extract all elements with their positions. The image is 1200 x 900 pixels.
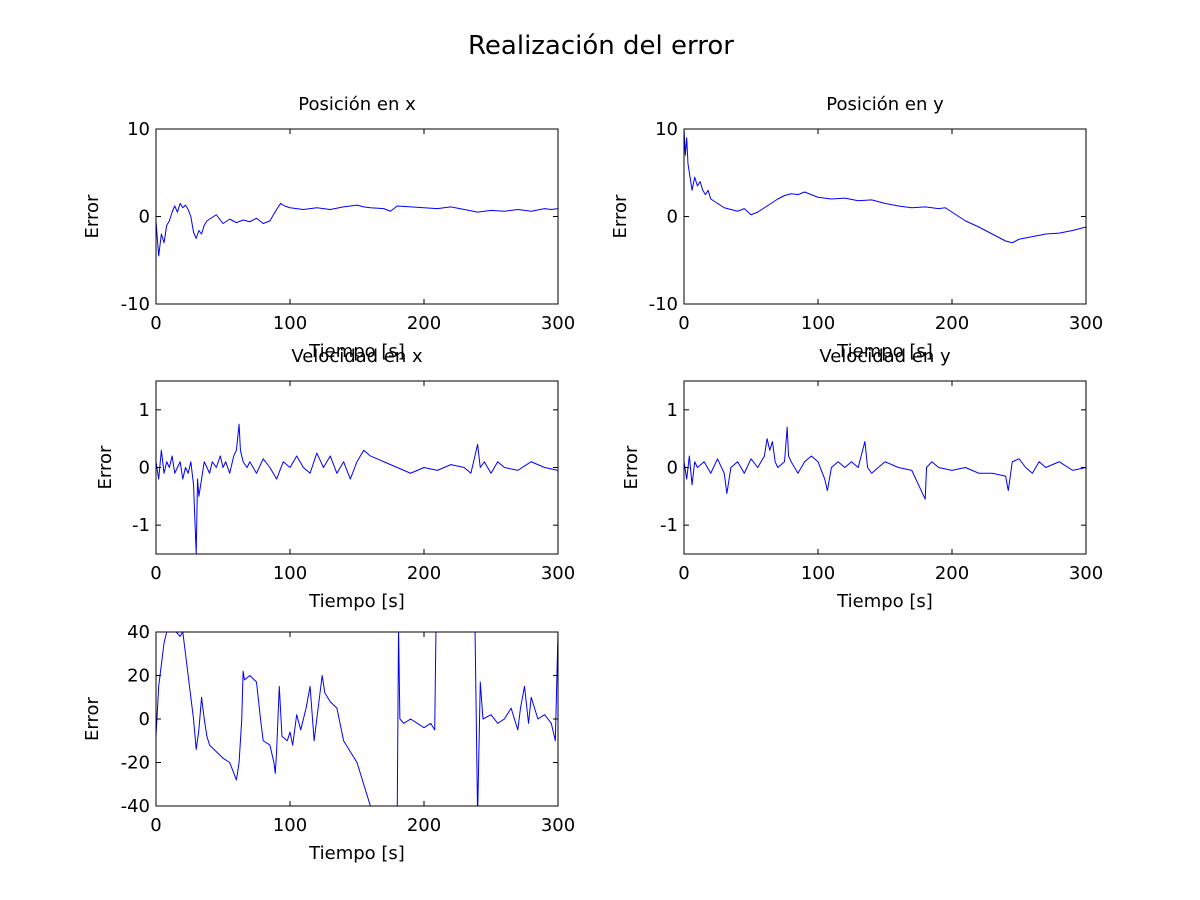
x-axis-label: Tiempo [s]	[308, 341, 405, 362]
x-tick-label: 0	[678, 313, 689, 334]
subplot-title: Velocidad en x	[291, 346, 423, 367]
subplot-title: Posición en y	[826, 94, 944, 115]
y-tick-label: 1	[139, 400, 150, 421]
y-tick-label: -1	[132, 515, 150, 536]
y-tick-label: -10	[649, 294, 678, 315]
y-tick-label: 0	[139, 207, 150, 228]
y-axis-label: Error	[610, 194, 631, 238]
x-tick-label: 300	[1069, 313, 1103, 334]
x-tick-label: 300	[1069, 563, 1103, 584]
subplot-angle: 0 100 200 300 -40 -20 0 20 40 Tiempo [s] Error	[82, 622, 575, 864]
figure-title: Realización del error	[468, 31, 734, 61]
y-axis-label: Error	[82, 194, 103, 238]
y-axis-label: Error	[95, 445, 116, 489]
y-axis-label: Error	[621, 445, 642, 489]
series-line-angle	[156, 632, 558, 806]
x-axis-label: Tiempo [s]	[836, 591, 933, 612]
x-axis-label: Tiempo [s]	[308, 591, 405, 612]
y-tick-label: 0	[667, 458, 678, 479]
y-tick-label: -10	[121, 294, 150, 315]
y-tick-label: 0	[667, 207, 678, 228]
x-tick-label: 200	[935, 313, 969, 334]
x-tick-label: 300	[541, 313, 575, 334]
y-tick-label: -1	[660, 515, 678, 536]
x-axis-label: Tiempo [s]	[836, 341, 933, 362]
series-line-vel-x	[156, 423, 558, 554]
subplot-title: Posición en x	[298, 94, 416, 115]
y-tick-label: -20	[121, 753, 150, 774]
y-tick-label: 10	[127, 119, 150, 140]
y-tick-label: 1	[667, 400, 678, 421]
y-axis-label: Error	[82, 696, 103, 740]
x-tick-label: 300	[541, 815, 575, 836]
y-tick-label: 20	[127, 666, 150, 687]
x-tick-label: 200	[407, 563, 441, 584]
series-line-pos-y	[684, 129, 1086, 244]
y-tick-label: 0	[139, 709, 150, 730]
y-tick-label: 40	[127, 622, 150, 643]
subplot-vel-y: 0 100 200 300 -1 0 1 Tiempo [s] Error Velocidad e…	[621, 346, 1103, 612]
y-tick-label: 0	[139, 458, 150, 479]
x-tick-label: 0	[150, 815, 161, 836]
subplot-title: Velocidad en y	[819, 346, 951, 367]
x-tick-label: 300	[541, 563, 575, 584]
series-line-vel-y	[684, 426, 1086, 500]
y-tick-label: -40	[121, 796, 150, 817]
subplot-vel-x: 0 100 200 300 -1 0 1 Tiempo [s] Error Velocidad e…	[95, 346, 575, 612]
x-tick-label: 200	[935, 563, 969, 584]
x-tick-label: 100	[273, 313, 307, 334]
x-tick-label: 100	[801, 563, 835, 584]
x-tick-label: 100	[273, 563, 307, 584]
x-tick-label: 0	[150, 563, 161, 584]
x-tick-label: 0	[150, 313, 161, 334]
x-tick-label: 0	[678, 563, 689, 584]
y-tick-label: 10	[655, 119, 678, 140]
series-line-pos-x	[156, 202, 558, 257]
x-tick-label: 100	[273, 815, 307, 836]
x-axis-label: Tiempo [s]	[308, 843, 405, 864]
x-tick-label: 100	[801, 313, 835, 334]
x-tick-label: 200	[407, 815, 441, 836]
x-tick-label: 200	[407, 313, 441, 334]
